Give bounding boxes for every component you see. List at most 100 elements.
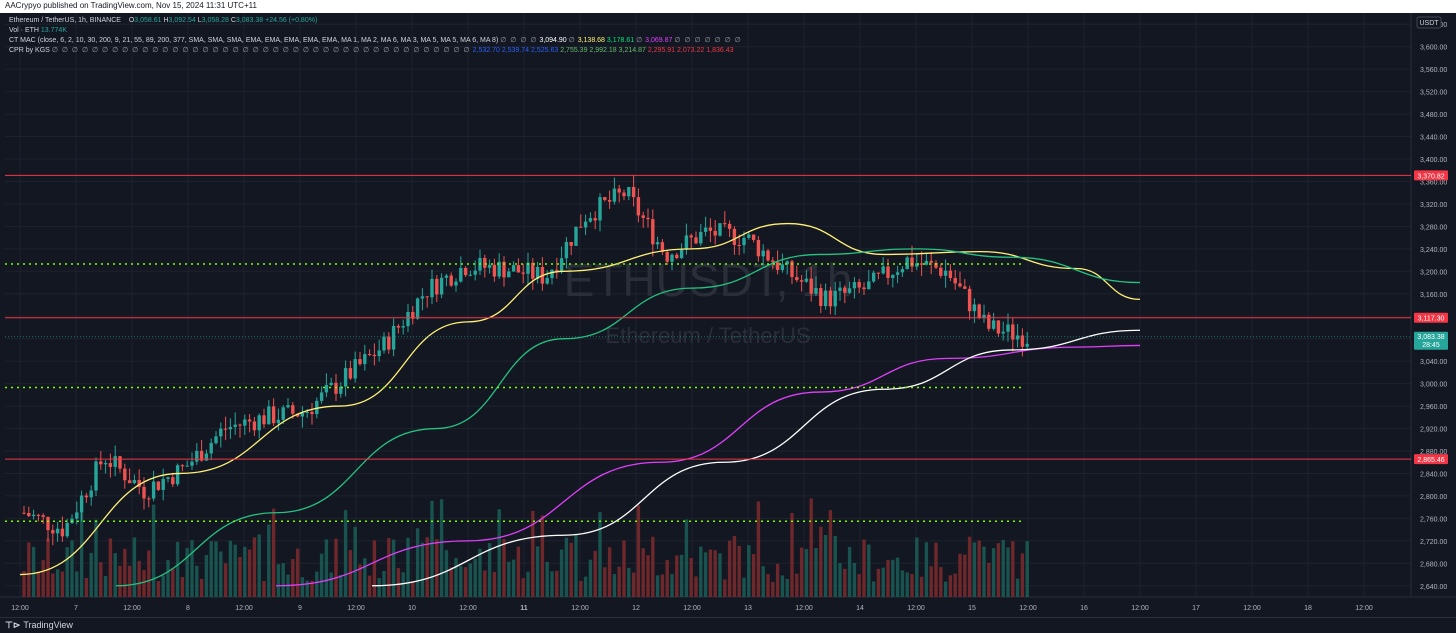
candle-body[interactable]	[550, 269, 554, 279]
candle-body[interactable]	[487, 264, 492, 268]
candle-body[interactable]	[809, 278, 813, 294]
candle-body[interactable]	[732, 228, 737, 246]
candle-body[interactable]	[833, 290, 837, 307]
candle-body[interactable]	[948, 270, 953, 279]
candle-body[interactable]	[617, 188, 621, 193]
candle-body[interactable]	[886, 266, 890, 278]
candle-body[interactable]	[1011, 324, 1015, 340]
candle-body[interactable]	[771, 260, 775, 263]
candle-body[interactable]	[607, 199, 612, 202]
candle-body[interactable]	[972, 304, 977, 312]
candle-body[interactable]	[468, 274, 473, 276]
candle-body[interactable]	[353, 359, 357, 379]
candle-body[interactable]	[847, 288, 852, 293]
candle-body[interactable]	[718, 223, 722, 236]
candle-body[interactable]	[679, 249, 684, 259]
candle-body[interactable]	[727, 223, 732, 229]
candle-body[interactable]	[905, 257, 909, 270]
candle-body[interactable]	[655, 242, 660, 245]
candle-body[interactable]	[382, 336, 386, 351]
candle-body[interactable]	[387, 336, 391, 350]
candle-body[interactable]	[271, 406, 276, 424]
ma-line[interactable]	[115, 248, 1141, 587]
candle-body[interactable]	[598, 197, 602, 221]
candle-body[interactable]	[775, 262, 780, 271]
candle-body[interactable]	[699, 231, 703, 244]
candle-body[interactable]	[51, 530, 55, 534]
candle-body[interactable]	[185, 465, 189, 467]
candle-body[interactable]	[228, 426, 233, 430]
candle-body[interactable]	[175, 465, 180, 485]
candle-body[interactable]	[761, 250, 765, 257]
candle-body[interactable]	[420, 296, 425, 299]
candle-body[interactable]	[1006, 324, 1010, 332]
candle-body[interactable]	[603, 197, 607, 200]
candle-body[interactable]	[233, 424, 237, 427]
candle-body[interactable]	[766, 250, 770, 261]
candle-body[interactable]	[1025, 343, 1029, 347]
candle-body[interactable]	[247, 419, 252, 422]
candle-body[interactable]	[708, 227, 713, 231]
candle-body[interactable]	[963, 286, 967, 289]
candle-body[interactable]	[689, 235, 693, 238]
candle-body[interactable]	[305, 411, 309, 414]
candle-body[interactable]	[396, 326, 401, 328]
price-chart[interactable]: 3,640.003,600.003,560.003,520.003,480.00…	[0, 13, 1456, 617]
candle-body[interactable]	[22, 512, 26, 514]
candle-body[interactable]	[391, 326, 396, 350]
candle-body[interactable]	[252, 421, 257, 431]
candle-body[interactable]	[483, 257, 487, 268]
candle-body[interactable]	[583, 221, 588, 228]
candle-body[interactable]	[564, 242, 569, 259]
candle-body[interactable]	[814, 288, 818, 294]
candle-body[interactable]	[559, 258, 564, 271]
candle-body[interactable]	[411, 311, 415, 319]
candle-body[interactable]	[521, 272, 525, 274]
candle-body[interactable]	[99, 461, 103, 465]
candle-body[interactable]	[137, 479, 141, 487]
candle-body[interactable]	[862, 287, 866, 290]
candle-body[interactable]	[204, 453, 209, 461]
candle-body[interactable]	[171, 477, 175, 485]
candle-body[interactable]	[425, 296, 429, 298]
candle-body[interactable]	[118, 456, 122, 469]
candle-body[interactable]	[646, 217, 650, 220]
candle-body[interactable]	[123, 468, 127, 481]
candle-body[interactable]	[838, 287, 842, 291]
candle-body[interactable]	[377, 350, 381, 357]
candle-body[interactable]	[828, 290, 833, 307]
candle-body[interactable]	[79, 495, 84, 513]
candle-body[interactable]	[219, 428, 223, 437]
candle-body[interactable]	[631, 187, 636, 198]
candle-body[interactable]	[214, 436, 218, 444]
candle-body[interactable]	[511, 265, 516, 272]
candle-body[interactable]	[367, 354, 372, 356]
candle-body[interactable]	[449, 275, 453, 286]
candle-body[interactable]	[27, 512, 31, 517]
candle-body[interactable]	[127, 480, 132, 484]
candle-body[interactable]	[516, 265, 521, 273]
tradingview-logo[interactable]: ⊤⊳ TradingView	[5, 620, 73, 631]
candle-body[interactable]	[156, 481, 161, 490]
candle-body[interactable]	[785, 261, 789, 265]
candle-body[interactable]	[737, 245, 741, 247]
candle-body[interactable]	[574, 226, 578, 246]
candle-body[interactable]	[910, 257, 914, 267]
candle-body[interactable]	[343, 368, 348, 387]
candle-body[interactable]	[415, 298, 420, 319]
candle-body[interactable]	[939, 267, 943, 276]
candle-body[interactable]	[161, 478, 165, 490]
candle-body[interactable]	[934, 262, 938, 268]
candle-body[interactable]	[238, 424, 242, 426]
candle-body[interactable]	[291, 405, 295, 414]
candle-body[interactable]	[891, 274, 895, 278]
candle-body[interactable]	[209, 443, 213, 454]
candle-body[interactable]	[593, 218, 597, 221]
legend-symbol[interactable]: Ethereum / TetherUS, 1h, BINANCE	[9, 17, 121, 24]
candle-body[interactable]	[459, 267, 463, 282]
candle-body[interactable]	[843, 287, 847, 293]
candle-body[interactable]	[94, 461, 98, 491]
candle-body[interactable]	[132, 479, 137, 484]
candle-body[interactable]	[660, 242, 665, 252]
candle-body[interactable]	[281, 407, 285, 420]
